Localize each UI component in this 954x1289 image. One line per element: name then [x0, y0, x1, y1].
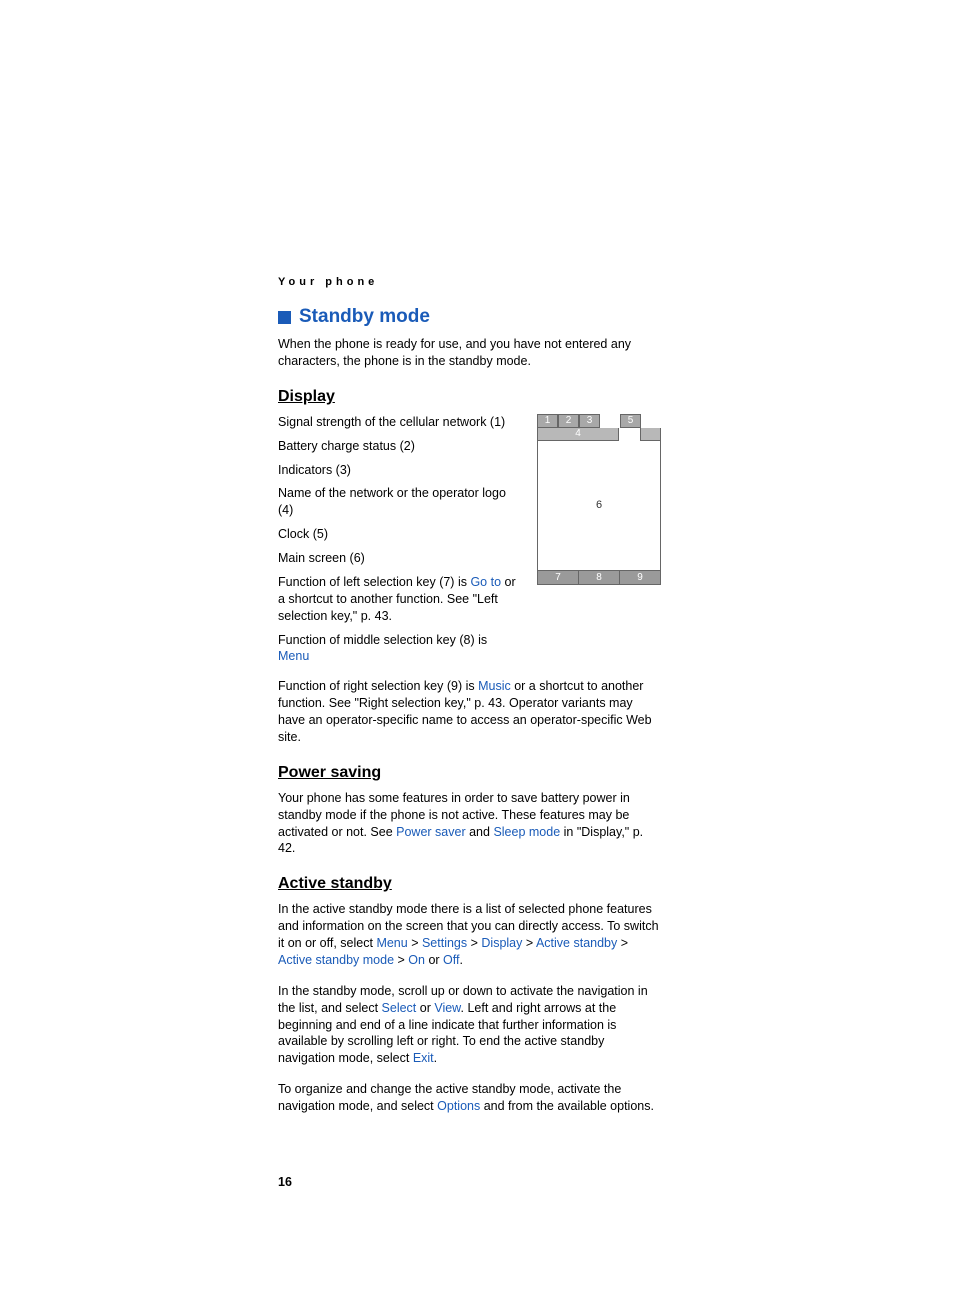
active-standby-p1: In the active standby mode there is a li…	[278, 901, 661, 969]
diagram-cell-1: 1	[537, 414, 558, 428]
power-saver-link[interactable]: Power saver	[396, 825, 465, 839]
display-text-column: Signal strength of the cellular network …	[278, 414, 519, 673]
off-link[interactable]: Off	[443, 953, 459, 967]
view-link[interactable]: View	[434, 1001, 460, 1015]
page-header: Your phone	[278, 276, 661, 288]
diagram-main-screen: 6	[537, 441, 661, 571]
power-saving-heading: Power saving	[278, 764, 661, 782]
diagram-cell-5: 5	[620, 414, 641, 428]
on-link[interactable]: On	[408, 953, 425, 967]
section-title-row: Standby mode	[278, 306, 661, 328]
display-item: Name of the network or the operator logo…	[278, 485, 519, 519]
display-item: Function of right selection key (9) is M…	[278, 678, 661, 746]
text: >	[394, 953, 408, 967]
menu-link[interactable]: Menu	[278, 649, 309, 663]
diagram-cell-7: 7	[537, 571, 579, 585]
text: >	[522, 936, 536, 950]
display-item: Indicators (3)	[278, 462, 519, 479]
text: Function of left selection key (7) is	[278, 575, 470, 589]
text: and	[466, 825, 494, 839]
active-standby-p3: To organize and change the active standb…	[278, 1081, 661, 1115]
text: >	[467, 936, 481, 950]
display-item: Battery charge status (2)	[278, 438, 519, 455]
text: and from the available options.	[480, 1099, 654, 1113]
phone-diagram: 1 2 3 5 4 6 7 8 9	[537, 414, 661, 585]
diagram-top-row: 1 2 3 5	[537, 414, 661, 428]
diagram-cell-9: 9	[620, 571, 661, 585]
diagram-cell-2: 2	[558, 414, 579, 428]
active-standby-heading: Active standby	[278, 875, 661, 893]
diagram-cell-4: 4	[537, 428, 619, 441]
text: or	[425, 953, 443, 967]
display-item: Function of middle selection key (8) is …	[278, 632, 519, 666]
diagram-mid-row: 4	[537, 428, 661, 441]
text: Function of right selection key (9) is	[278, 679, 478, 693]
goto-link[interactable]: Go to	[470, 575, 501, 589]
section-title: Standby mode	[299, 306, 430, 328]
display-item: Main screen (6)	[278, 550, 519, 567]
page-number: 16	[278, 1175, 661, 1189]
display-item: Signal strength of the cellular network …	[278, 414, 519, 431]
active-standby-link[interactable]: Active standby	[536, 936, 617, 950]
active-standby-p2: In the standby mode, scroll up or down t…	[278, 983, 661, 1067]
music-link[interactable]: Music	[478, 679, 511, 693]
diagram-bottom-row: 7 8 9	[537, 571, 661, 585]
text: >	[617, 936, 628, 950]
intro-paragraph: When the phone is ready for use, and you…	[278, 336, 661, 370]
diagram-cell-3: 3	[579, 414, 600, 428]
active-standby-mode-link[interactable]: Active standby mode	[278, 953, 394, 967]
document-page: Your phone Standby mode When the phone i…	[0, 0, 954, 1289]
display-item: Clock (5)	[278, 526, 519, 543]
sleep-mode-link[interactable]: Sleep mode	[493, 825, 560, 839]
diagram-cell-8: 8	[579, 571, 620, 585]
diagram-gap	[600, 414, 620, 428]
text: .	[434, 1051, 437, 1065]
display-section: Signal strength of the cellular network …	[278, 414, 661, 673]
display-link[interactable]: Display	[481, 936, 522, 950]
diagram-cell-5b	[640, 428, 661, 441]
text: Function of middle selection key (8) is	[278, 633, 487, 647]
menu-link[interactable]: Menu	[376, 936, 407, 950]
exit-link[interactable]: Exit	[413, 1051, 434, 1065]
text: or	[416, 1001, 434, 1015]
text: >	[408, 936, 422, 950]
square-bullet-icon	[278, 311, 291, 324]
power-saving-paragraph: Your phone has some features in order to…	[278, 790, 661, 858]
settings-link[interactable]: Settings	[422, 936, 467, 950]
select-link[interactable]: Select	[382, 1001, 417, 1015]
display-heading: Display	[278, 388, 661, 406]
display-item: Function of left selection key (7) is Go…	[278, 574, 519, 625]
options-link[interactable]: Options	[437, 1099, 480, 1113]
text: .	[460, 953, 463, 967]
